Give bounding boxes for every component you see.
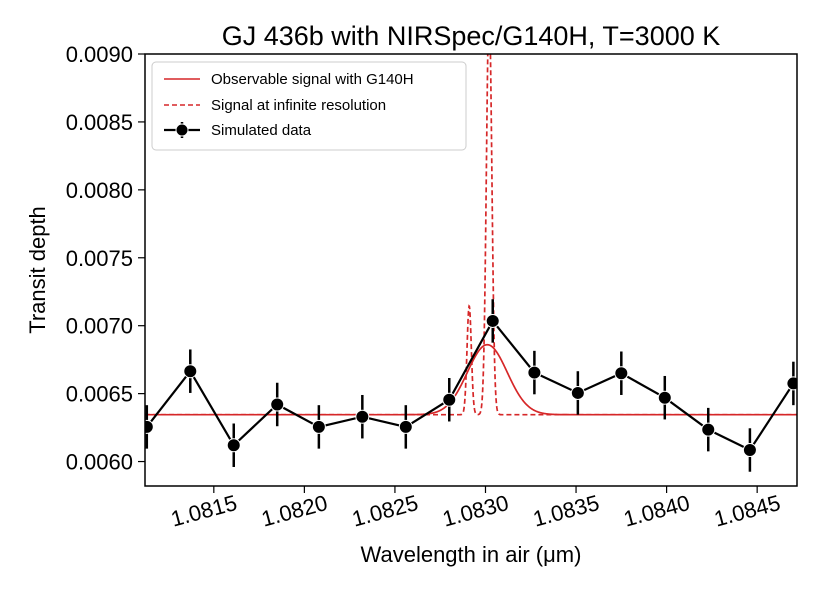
data-point bbox=[226, 438, 241, 453]
legend-label-infinite: Signal at infinite resolution bbox=[211, 97, 386, 114]
data-point bbox=[398, 419, 413, 434]
plot-frame bbox=[144, 53, 798, 487]
y-tick-label: 0.0065 bbox=[66, 382, 133, 407]
y-tick-label: 0.0080 bbox=[66, 178, 133, 203]
x-tick-label: 1.0835 bbox=[530, 490, 601, 532]
y-axis: 0.0060 0.0065 0.0070 0.0075 0.0080 0.0085 0.00… bbox=[66, 42, 145, 475]
x-axis: 1.0815 1.0820 1.0825 1.0830 1.0835 1.0840 1.08… bbox=[168, 486, 783, 532]
y-axis-label: Transit depth bbox=[25, 206, 50, 334]
data-point bbox=[570, 385, 585, 400]
data-point bbox=[485, 313, 500, 328]
data-point bbox=[614, 366, 629, 381]
x-tick-label: 1.0815 bbox=[168, 490, 239, 532]
legend: Observable signal with G140H Signal at i… bbox=[151, 61, 467, 151]
legend-label-data: Simulated data bbox=[211, 122, 312, 139]
data-point bbox=[311, 419, 326, 434]
x-tick-label: 1.0820 bbox=[259, 490, 330, 532]
data-point bbox=[701, 422, 716, 437]
y-tick-label: 0.0075 bbox=[66, 246, 133, 271]
y-tick-label: 0.0070 bbox=[66, 314, 133, 339]
data-point bbox=[786, 376, 797, 391]
legend-label-observable: Observable signal with G140H bbox=[211, 71, 414, 88]
data-point bbox=[355, 409, 370, 424]
infinite-resolution-line bbox=[145, 54, 797, 416]
x-tick-label: 1.0840 bbox=[621, 490, 692, 532]
legend-swatch-data-marker bbox=[175, 123, 189, 137]
y-tick-label: 0.0090 bbox=[66, 42, 133, 67]
x-tick-label: 1.0825 bbox=[349, 490, 420, 532]
y-tick-label: 0.0060 bbox=[66, 450, 133, 475]
y-tick-label: 0.0085 bbox=[66, 110, 133, 135]
legend-box bbox=[151, 61, 467, 151]
x-tick-label: 1.0830 bbox=[440, 490, 511, 532]
data-point bbox=[527, 365, 542, 380]
data-point bbox=[742, 443, 757, 457]
chart-title: GJ 436b with NIRSpec/G140H, T=3000 K bbox=[222, 21, 721, 51]
data-point bbox=[183, 364, 198, 379]
data-point bbox=[145, 419, 154, 434]
simulated-data-line bbox=[145, 318, 795, 452]
x-axis-label: Wavelength in air (μm) bbox=[361, 542, 582, 567]
plot-area bbox=[145, 54, 797, 472]
data-point bbox=[270, 397, 285, 412]
x-tick-label: 1.0845 bbox=[711, 490, 782, 532]
data-point bbox=[657, 390, 672, 405]
data-point bbox=[442, 392, 457, 407]
